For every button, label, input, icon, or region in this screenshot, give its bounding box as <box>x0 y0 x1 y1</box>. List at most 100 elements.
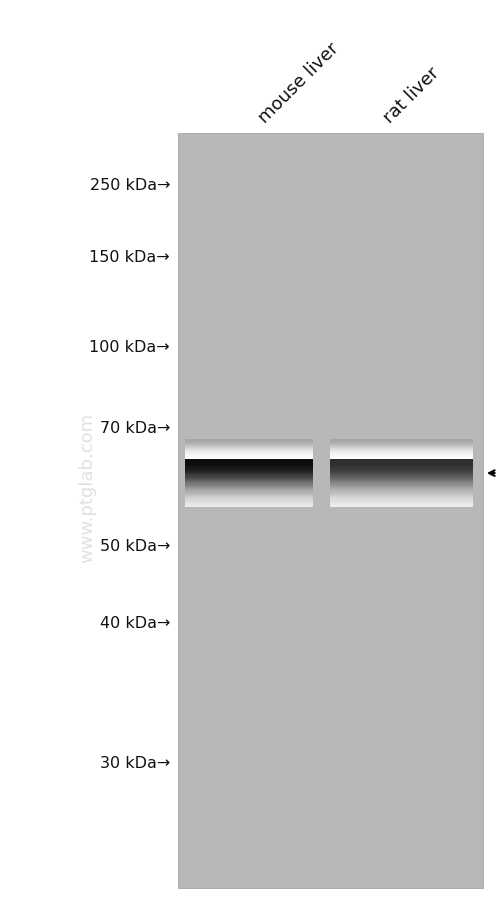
Bar <box>185 448 312 449</box>
Bar <box>185 490 312 491</box>
Bar <box>330 446 472 447</box>
Bar <box>330 492 472 494</box>
Bar <box>330 501 472 502</box>
Bar <box>330 498 472 499</box>
Bar <box>330 453 472 454</box>
Bar <box>330 439 472 440</box>
Bar <box>330 446 472 447</box>
Bar <box>185 491 312 492</box>
Bar <box>330 492 472 493</box>
Bar <box>185 504 312 505</box>
Bar <box>185 464 312 465</box>
Bar <box>185 457 312 459</box>
Bar <box>330 474 472 476</box>
Bar <box>330 465 472 466</box>
Bar <box>330 475 472 477</box>
Text: 40 kDa→: 40 kDa→ <box>100 615 170 630</box>
Text: 100 kDa→: 100 kDa→ <box>90 340 170 354</box>
Bar <box>185 449 312 451</box>
Bar <box>330 445 472 446</box>
Bar <box>330 456 472 458</box>
Bar <box>185 495 312 496</box>
Bar <box>185 492 312 494</box>
Bar <box>330 495 472 496</box>
Bar <box>185 487 312 488</box>
Bar <box>330 470 472 471</box>
Bar <box>185 452 312 453</box>
Bar <box>330 450 472 452</box>
Bar <box>330 441 472 442</box>
Bar <box>330 448 472 449</box>
Bar <box>330 483 472 485</box>
Bar <box>330 504 472 505</box>
Bar <box>330 478 472 479</box>
Bar <box>330 499 472 500</box>
Bar <box>185 502 312 503</box>
Bar <box>185 450 312 452</box>
Bar <box>330 503 472 504</box>
Bar <box>185 440 312 442</box>
Bar <box>185 503 312 504</box>
Bar <box>185 455 312 456</box>
Bar <box>185 473 312 474</box>
Bar <box>330 507 472 508</box>
Bar <box>185 454 312 456</box>
Bar <box>185 486 312 487</box>
Bar <box>185 440 312 441</box>
Bar <box>178 133 482 888</box>
Text: www.ptglab.com: www.ptglab.com <box>78 412 96 562</box>
Bar <box>185 478 312 479</box>
Bar <box>330 485 472 486</box>
Bar <box>185 453 312 454</box>
Bar <box>185 474 312 476</box>
Bar <box>330 447 472 448</box>
Bar <box>185 446 312 447</box>
Bar <box>185 468 312 469</box>
Bar <box>330 462 472 464</box>
Bar <box>185 444 312 445</box>
Bar <box>185 461 312 462</box>
Bar <box>185 471 312 473</box>
Bar <box>185 456 312 458</box>
Bar <box>330 457 472 459</box>
Bar <box>330 490 472 491</box>
Bar <box>330 440 472 442</box>
Bar <box>185 439 312 440</box>
Bar <box>330 469 472 470</box>
Bar <box>185 442 312 444</box>
Text: 30 kDa→: 30 kDa→ <box>100 755 170 769</box>
Bar <box>185 453 312 454</box>
Bar <box>185 446 312 447</box>
Bar <box>330 500 472 501</box>
Bar <box>185 482 312 483</box>
Bar <box>185 500 312 501</box>
Bar <box>185 465 312 466</box>
Bar <box>330 457 472 459</box>
Bar <box>185 462 312 464</box>
Bar <box>330 491 472 492</box>
Bar <box>330 439 472 440</box>
Bar <box>330 445 472 446</box>
Bar <box>185 479 312 481</box>
Bar <box>330 460 472 461</box>
Bar <box>185 494 312 495</box>
Bar <box>185 454 312 455</box>
Bar <box>330 488 472 490</box>
Bar <box>330 502 472 503</box>
Bar <box>330 452 472 453</box>
Bar <box>330 494 472 495</box>
Bar <box>330 449 472 451</box>
Text: 250 kDa→: 250 kDa→ <box>90 178 170 192</box>
Bar <box>330 473 472 474</box>
Bar <box>330 487 472 488</box>
Bar <box>185 469 312 470</box>
Bar <box>330 447 472 448</box>
Bar <box>330 454 472 455</box>
Bar <box>185 499 312 500</box>
Bar <box>330 468 472 469</box>
Bar <box>185 498 312 499</box>
Bar <box>185 441 312 442</box>
Bar <box>330 461 472 462</box>
Bar <box>185 505 312 507</box>
Bar <box>330 444 472 445</box>
